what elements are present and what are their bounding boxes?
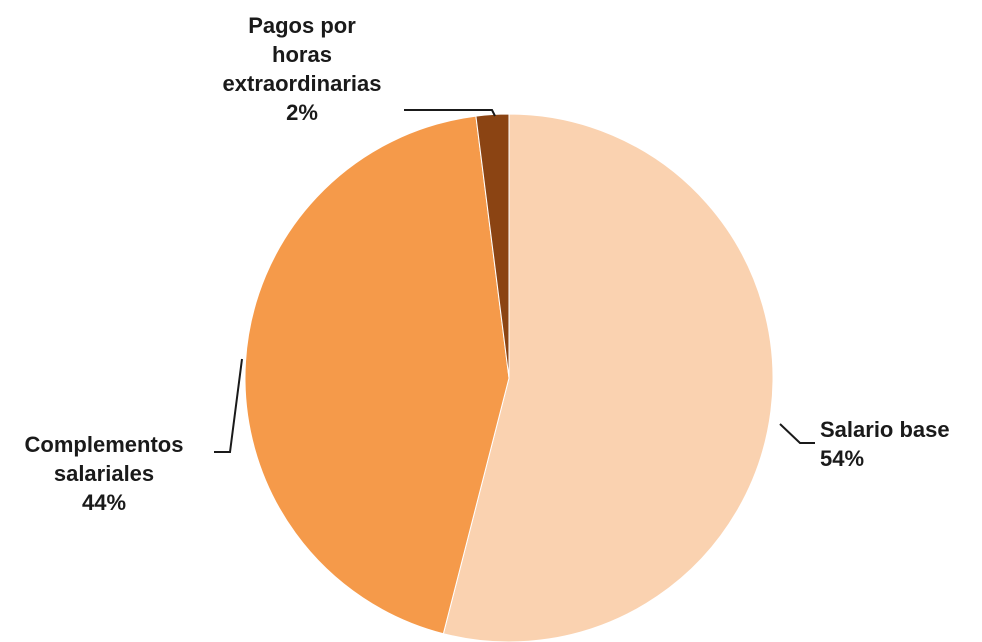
leader-lines bbox=[214, 109, 815, 453]
data-label-percent: 54% bbox=[820, 446, 864, 471]
pie-slice-salario-base bbox=[442, 113, 774, 642]
data-label-pagos-por-horas-extraordinarias: Pagos por horas extraordinarias 2% bbox=[223, 13, 382, 125]
leader-line-pagos-por-horas-extraordinarias bbox=[404, 109, 496, 117]
pie-slice-complementos-salariales bbox=[244, 115, 510, 635]
data-label-category: Pagos por bbox=[248, 13, 356, 38]
data-label-salario-base: Salario base 54% bbox=[820, 417, 950, 471]
slices-layer bbox=[244, 113, 774, 642]
data-label-category: Salario base bbox=[820, 417, 950, 442]
data-label-percent: 2% bbox=[286, 100, 318, 125]
data-label-category: extraordinarias bbox=[223, 71, 382, 96]
leader-line-salario-base bbox=[779, 423, 815, 444]
leader-line-complementos-salariales bbox=[214, 358, 243, 453]
data-label-percent: 44% bbox=[82, 490, 126, 515]
data-label-category: Complementos bbox=[25, 432, 184, 457]
data-label-category: salariales bbox=[54, 461, 154, 486]
data-labels: Salario base 54% Complementos salariales 44%… bbox=[25, 13, 950, 515]
data-label-category: horas bbox=[272, 42, 332, 67]
data-label-complementos-salariales: Complementos salariales 44% bbox=[25, 432, 184, 515]
pie-slice-pagos-por-horas-extraordinarias bbox=[475, 113, 510, 379]
